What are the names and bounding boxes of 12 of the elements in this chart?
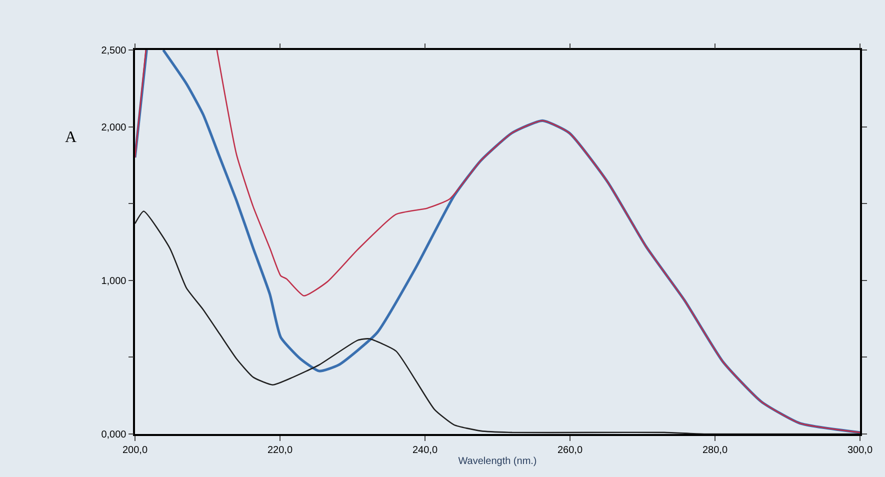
text: A <box>65 129 77 146</box>
y-tick-label: 2,000 <box>101 122 127 134</box>
x-tick-label: 280,0 <box>702 444 728 456</box>
x-tick-label: 300,0 <box>847 444 873 456</box>
x-tick-label: 240,0 <box>412 444 438 456</box>
x-axis-title: Wavelength (nm.) <box>458 456 537 467</box>
y-tick-label: 1,000 <box>101 276 127 287</box>
y-tick-label: 2,500 <box>101 46 127 56</box>
x-tick-label: 260,0 <box>557 444 583 456</box>
y-tick-label: 0,000 <box>101 430 127 440</box>
x-tick-label: 220,0 <box>267 444 293 456</box>
x-tick-label: 200,0 <box>122 444 148 456</box>
